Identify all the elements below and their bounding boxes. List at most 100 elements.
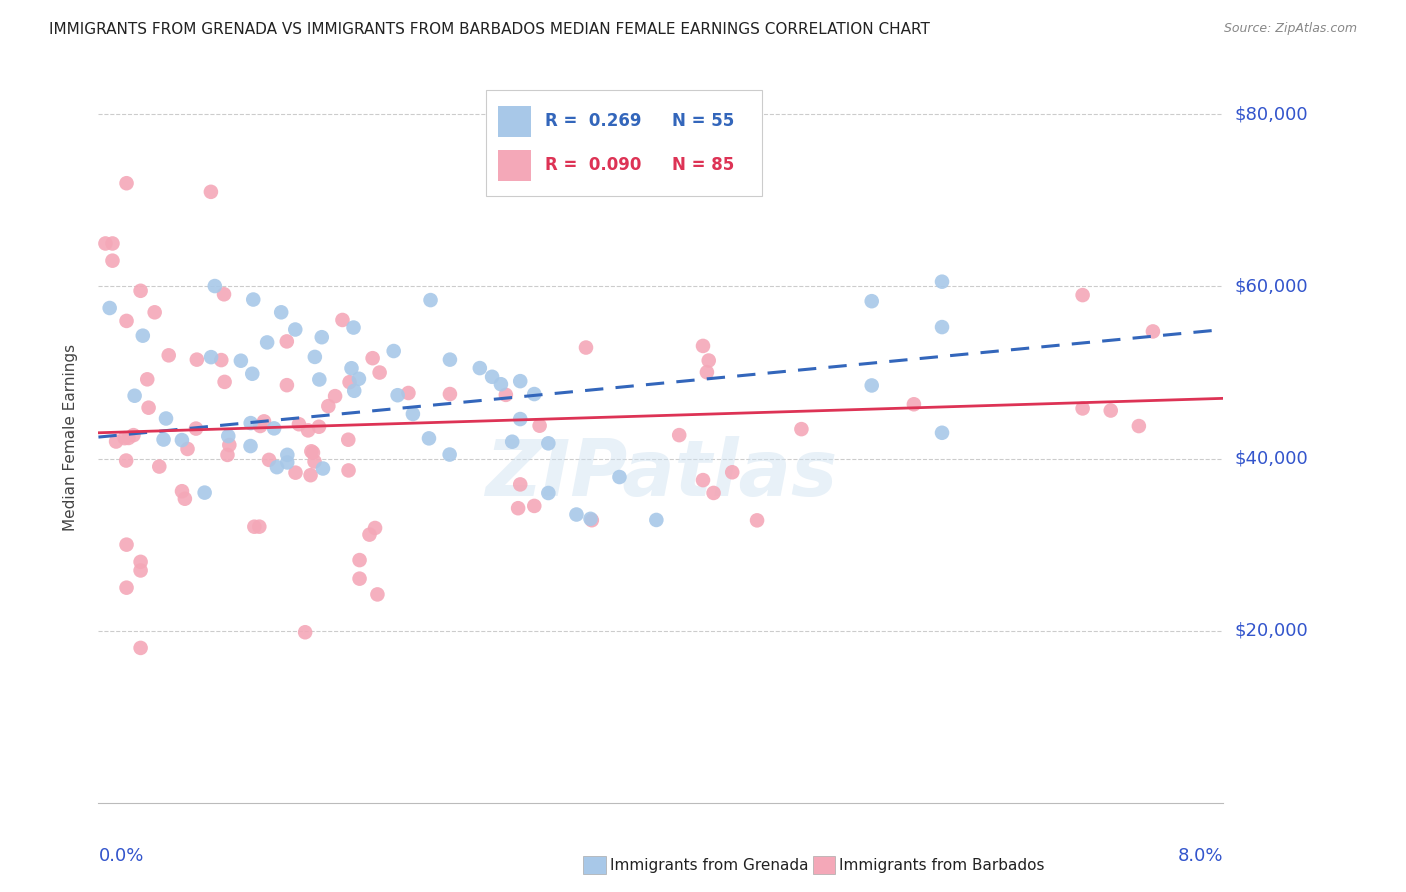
Point bbox=[101, 253, 124, 268]
Point bbox=[468, 361, 491, 376]
Point bbox=[115, 538, 138, 552]
Point bbox=[1128, 419, 1150, 434]
Point bbox=[537, 486, 560, 500]
Point bbox=[575, 341, 598, 355]
Point bbox=[247, 519, 270, 533]
Point bbox=[903, 397, 925, 411]
Point bbox=[297, 424, 319, 438]
Point bbox=[581, 513, 603, 527]
Point bbox=[212, 287, 235, 301]
Point bbox=[242, 293, 264, 307]
Point bbox=[501, 434, 523, 449]
Text: IMMIGRANTS FROM GRENADA VS IMMIGRANTS FROM BARBADOS MEDIAN FEMALE EARNINGS CORRE: IMMIGRANTS FROM GRENADA VS IMMIGRANTS FR… bbox=[49, 22, 931, 37]
Point bbox=[304, 350, 326, 364]
FancyBboxPatch shape bbox=[498, 151, 531, 181]
Point bbox=[276, 448, 298, 462]
Point bbox=[217, 429, 239, 443]
Text: N = 85: N = 85 bbox=[672, 156, 734, 174]
Point bbox=[129, 555, 152, 569]
Point bbox=[579, 512, 602, 526]
Point bbox=[276, 334, 298, 349]
Point bbox=[249, 419, 271, 434]
Point bbox=[529, 418, 551, 433]
Point bbox=[299, 444, 322, 458]
Point bbox=[396, 386, 419, 401]
Point bbox=[343, 384, 366, 398]
Point bbox=[170, 433, 193, 447]
Point bbox=[402, 407, 425, 421]
Point bbox=[1099, 403, 1122, 417]
Point bbox=[931, 425, 953, 440]
Point bbox=[266, 460, 288, 475]
Point bbox=[439, 448, 461, 462]
Point bbox=[214, 375, 236, 389]
Point bbox=[523, 499, 546, 513]
Point bbox=[122, 428, 145, 442]
Text: Source: ZipAtlas.com: Source: ZipAtlas.com bbox=[1223, 22, 1357, 36]
Point bbox=[537, 436, 560, 450]
Point bbox=[308, 419, 330, 434]
Point bbox=[347, 372, 370, 386]
Point bbox=[523, 387, 546, 401]
Point bbox=[263, 421, 285, 435]
Point bbox=[790, 422, 813, 436]
Point bbox=[217, 448, 239, 462]
Point bbox=[703, 486, 725, 500]
Point bbox=[565, 508, 588, 522]
Point bbox=[176, 442, 198, 456]
Point bbox=[323, 389, 346, 403]
Text: Immigrants from Barbados: Immigrants from Barbados bbox=[839, 858, 1045, 872]
Point bbox=[439, 387, 461, 401]
Point bbox=[1071, 401, 1094, 416]
Point bbox=[366, 587, 388, 601]
Point bbox=[645, 513, 668, 527]
Point bbox=[148, 459, 170, 474]
Point bbox=[311, 330, 333, 344]
Text: ZIPatlas: ZIPatlas bbox=[485, 435, 837, 512]
Point bbox=[721, 465, 744, 479]
Point bbox=[361, 351, 384, 366]
Point bbox=[105, 434, 128, 449]
Point bbox=[200, 350, 222, 364]
Point bbox=[860, 378, 883, 392]
Point bbox=[609, 470, 631, 484]
Point bbox=[239, 439, 262, 453]
Point bbox=[253, 414, 276, 428]
Point bbox=[337, 433, 360, 447]
Point bbox=[143, 305, 166, 319]
Point bbox=[136, 372, 159, 386]
Point bbox=[170, 484, 193, 499]
Point bbox=[312, 461, 335, 475]
Point bbox=[276, 455, 298, 469]
Point bbox=[209, 353, 232, 368]
Point bbox=[419, 293, 441, 307]
Text: $40,000: $40,000 bbox=[1234, 450, 1308, 467]
Point bbox=[697, 353, 720, 368]
Point bbox=[288, 417, 311, 432]
Point bbox=[101, 236, 124, 251]
Point bbox=[668, 428, 690, 442]
Point bbox=[157, 348, 180, 362]
Text: 0.0%: 0.0% bbox=[98, 847, 143, 864]
Point bbox=[115, 453, 138, 467]
Point bbox=[115, 314, 138, 328]
Point bbox=[692, 339, 714, 353]
Point bbox=[302, 445, 325, 459]
Point bbox=[489, 377, 512, 392]
Point bbox=[218, 438, 240, 452]
Point bbox=[509, 412, 531, 426]
Point bbox=[332, 313, 354, 327]
Point bbox=[284, 466, 307, 480]
Text: R =  0.269: R = 0.269 bbox=[546, 112, 641, 130]
Point bbox=[382, 344, 405, 359]
Point bbox=[508, 501, 530, 516]
Point bbox=[495, 388, 517, 402]
Point bbox=[294, 625, 316, 640]
Point bbox=[239, 416, 262, 430]
Text: R =  0.090: R = 0.090 bbox=[546, 156, 641, 174]
Point bbox=[931, 320, 953, 334]
FancyBboxPatch shape bbox=[486, 90, 762, 195]
Point bbox=[931, 275, 953, 289]
Point bbox=[276, 378, 298, 392]
Point bbox=[860, 294, 883, 309]
